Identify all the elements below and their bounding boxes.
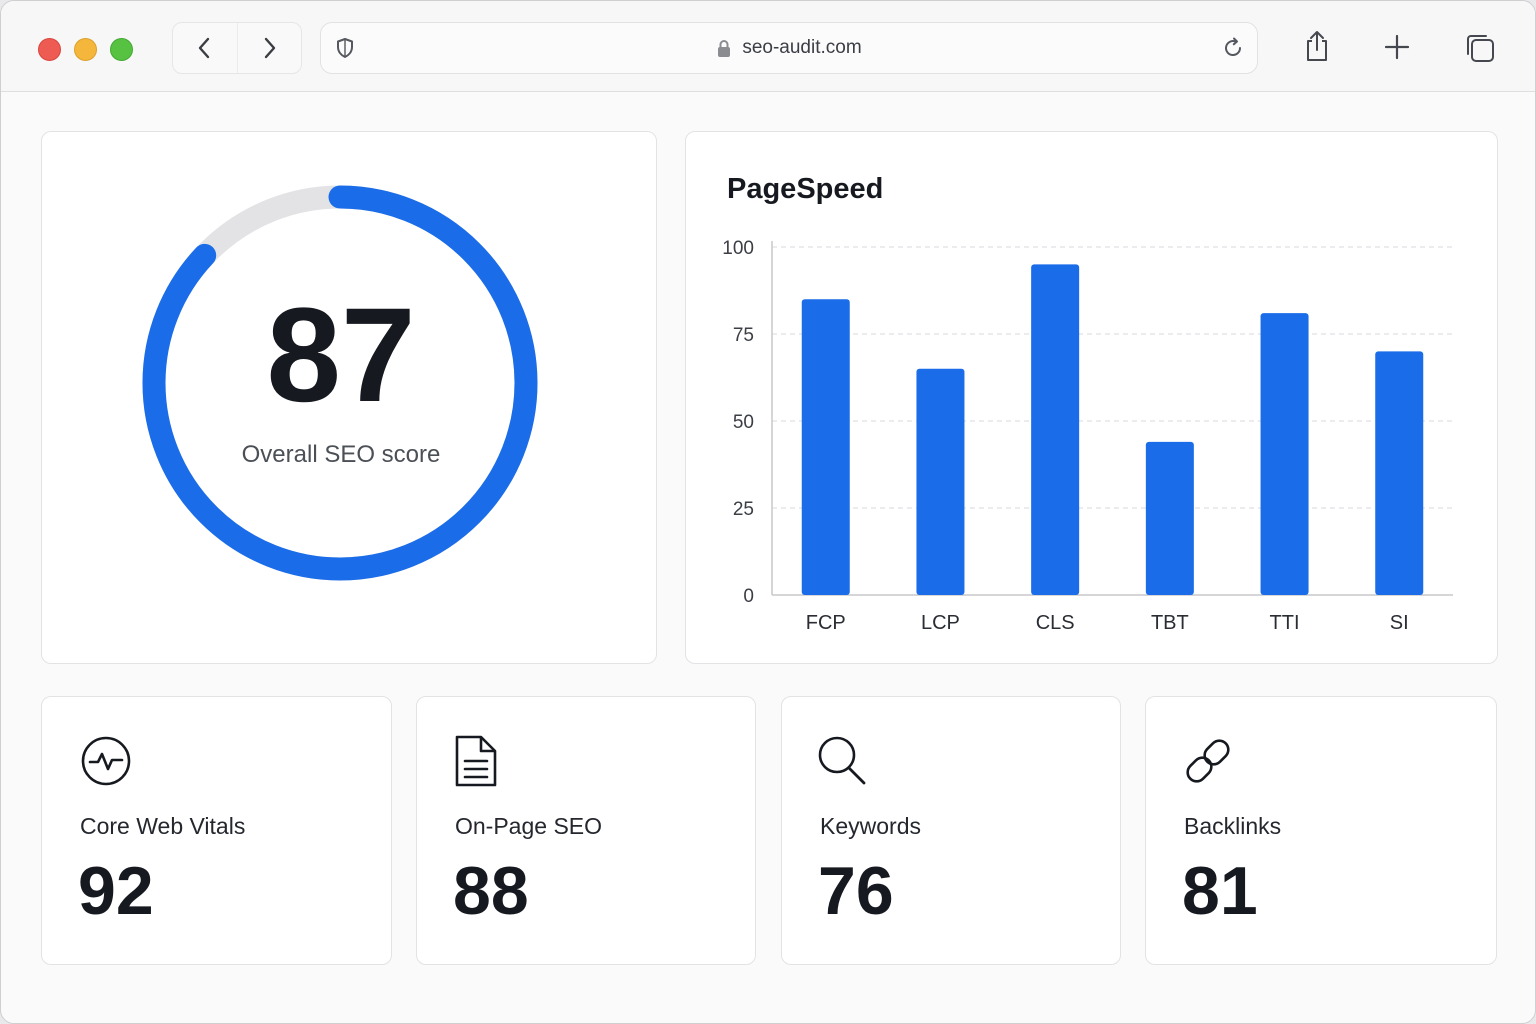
privacy-report-button[interactable] (335, 37, 355, 64)
url-text[interactable]: seo-audit.com (742, 37, 862, 58)
zoom-window-button[interactable] (110, 38, 133, 61)
overall-score-value: 87 (266, 281, 416, 430)
reload-button[interactable] (1221, 36, 1245, 65)
back-button[interactable] (173, 23, 237, 73)
search-icon (818, 736, 866, 785)
forward-icon (265, 37, 276, 59)
stat-value: 92 (78, 853, 154, 929)
shield-icon (337, 38, 353, 58)
pagespeed-card (685, 131, 1498, 664)
new-tab-icon (1384, 34, 1410, 60)
stat-value: 88 (453, 853, 529, 929)
overall-score-label: Overall SEO score (241, 441, 441, 468)
share-icon (1307, 31, 1327, 61)
chart-title: PageSpeed (727, 173, 884, 205)
minimize-window-button[interactable] (74, 38, 97, 61)
stat-card-backlinks[interactable]: Backlinks 81 (1145, 696, 1497, 965)
browser-toolbar: seo-audit.com (1, 1, 1535, 92)
new-tab-button[interactable] (1383, 33, 1411, 61)
stat-label: Backlinks (1184, 813, 1282, 839)
tabs-overview-button[interactable] (1464, 32, 1496, 64)
back-icon (198, 37, 209, 59)
close-window-button[interactable] (38, 38, 61, 61)
document-icon (455, 735, 497, 787)
reload-icon (1225, 37, 1242, 57)
lock-icon (716, 38, 732, 58)
tabs-overview-icon (1467, 35, 1494, 62)
stat-label: Core Web Vitals (80, 813, 246, 839)
navigation-buttons (172, 22, 302, 74)
address-bar[interactable]: seo-audit.com (320, 22, 1258, 74)
activity-icon (81, 736, 131, 786)
stat-label: Keywords (820, 813, 921, 839)
stat-value: 81 (1182, 853, 1258, 929)
stat-card-core-web-vitals[interactable]: Core Web Vitals 92 (41, 696, 392, 965)
link-icon (1186, 739, 1230, 783)
stat-label: On-Page SEO (455, 813, 603, 839)
stat-value: 76 (818, 853, 894, 929)
forward-button[interactable] (236, 23, 302, 73)
stat-card-keywords[interactable]: Keywords 76 (781, 696, 1121, 965)
stat-card-on-page-seo[interactable]: On-Page SEO 88 (416, 696, 756, 965)
share-button[interactable] (1302, 29, 1332, 63)
